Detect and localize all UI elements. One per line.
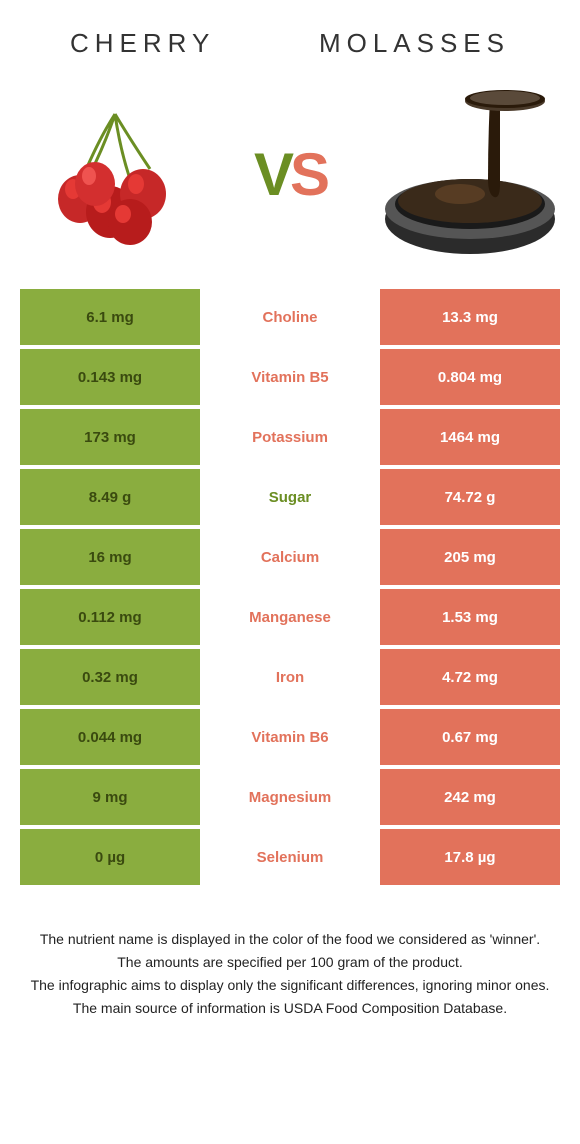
footer-notes: The nutrient name is displayed in the co… <box>0 889 580 1019</box>
cell-food1-value: 0.112 mg <box>20 589 200 645</box>
table-row: 8.49 gSugar74.72 g <box>20 469 560 525</box>
cell-food1-value: 9 mg <box>20 769 200 825</box>
table-row: 6.1 mgCholine13.3 mg <box>20 289 560 345</box>
cell-food2-value: 4.72 mg <box>380 649 560 705</box>
cell-nutrient-name: Sugar <box>200 469 380 525</box>
cell-food2-value: 205 mg <box>380 529 560 585</box>
table-row: 16 mgCalcium205 mg <box>20 529 560 585</box>
table-row: 0 µgSelenium17.8 µg <box>20 829 560 885</box>
footer-line-3: The infographic aims to display only the… <box>30 975 550 996</box>
vs-s: S <box>290 141 326 208</box>
cell-nutrient-name: Vitamin B6 <box>200 709 380 765</box>
cell-food1-value: 6.1 mg <box>20 289 200 345</box>
cell-nutrient-name: Manganese <box>200 589 380 645</box>
cell-food1-value: 173 mg <box>20 409 200 465</box>
cell-nutrient-name: Calcium <box>200 529 380 585</box>
cell-food1-value: 0.32 mg <box>20 649 200 705</box>
cell-food1-value: 0.143 mg <box>20 349 200 405</box>
cell-food2-value: 0.804 mg <box>380 349 560 405</box>
cell-nutrient-name: Magnesium <box>200 769 380 825</box>
cell-nutrient-name: Iron <box>200 649 380 705</box>
cell-food1-value: 0 µg <box>20 829 200 885</box>
footer-line-2: The amounts are specified per 100 gram o… <box>30 952 550 973</box>
cell-food2-value: 242 mg <box>380 769 560 825</box>
cell-food1-value: 8.49 g <box>20 469 200 525</box>
cell-food2-value: 17.8 µg <box>380 829 560 885</box>
table-row: 173 mgPotassium1464 mg <box>20 409 560 465</box>
table-row: 0.32 mgIron4.72 mg <box>20 649 560 705</box>
table-row: 0.143 mgVitamin B50.804 mg <box>20 349 560 405</box>
footer-line-4: The main source of information is USDA F… <box>30 998 550 1019</box>
cell-food2-value: 1464 mg <box>380 409 560 465</box>
table-row: 9 mgMagnesium242 mg <box>20 769 560 825</box>
cell-nutrient-name: Selenium <box>200 829 380 885</box>
cell-food2-value: 1.53 mg <box>380 589 560 645</box>
image-row: VS <box>0 79 580 279</box>
molasses-image <box>370 89 560 259</box>
cell-food1-value: 16 mg <box>20 529 200 585</box>
cell-food1-value: 0.044 mg <box>20 709 200 765</box>
cherry-image <box>20 89 210 259</box>
cell-nutrient-name: Potassium <box>200 409 380 465</box>
table-row: 0.112 mgManganese1.53 mg <box>20 589 560 645</box>
food1-title: CHERRY <box>70 28 215 59</box>
cell-nutrient-name: Choline <box>200 289 380 345</box>
header: CHERRY MOLASSES <box>0 0 580 79</box>
cell-food2-value: 0.67 mg <box>380 709 560 765</box>
vs-label: VS <box>254 140 326 209</box>
cell-food2-value: 74.72 g <box>380 469 560 525</box>
table-row: 0.044 mgVitamin B60.67 mg <box>20 709 560 765</box>
cell-food2-value: 13.3 mg <box>380 289 560 345</box>
nutrient-table: 6.1 mgCholine13.3 mg0.143 mgVitamin B50.… <box>20 289 560 885</box>
vs-v: V <box>254 141 290 208</box>
footer-line-1: The nutrient name is displayed in the co… <box>30 929 550 950</box>
food2-title: MOLASSES <box>319 28 510 59</box>
cell-nutrient-name: Vitamin B5 <box>200 349 380 405</box>
